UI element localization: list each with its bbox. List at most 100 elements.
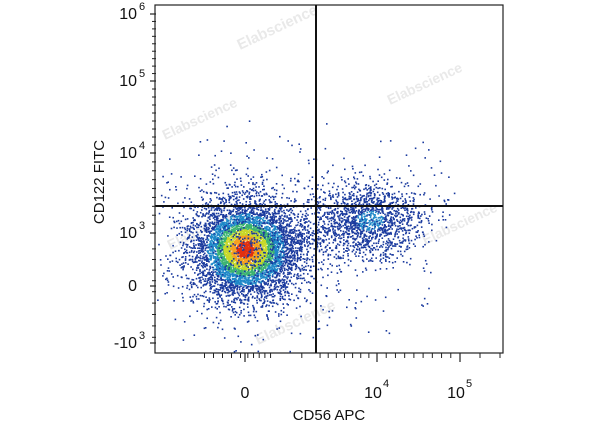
density-dot bbox=[224, 235, 227, 237]
density-dot bbox=[265, 297, 268, 299]
density-dot bbox=[268, 244, 271, 246]
density-dot bbox=[218, 278, 220, 281]
density-dot bbox=[222, 253, 225, 256]
density-dot bbox=[266, 295, 269, 297]
density-dot bbox=[199, 221, 202, 224]
density-dot bbox=[221, 265, 223, 268]
density-dot bbox=[240, 282, 243, 285]
density-dot bbox=[175, 220, 178, 223]
density-dot bbox=[205, 227, 208, 230]
density-dot bbox=[213, 239, 216, 242]
density-dot bbox=[271, 271, 273, 273]
density-dot bbox=[235, 197, 238, 200]
density-dot bbox=[281, 285, 284, 288]
density-dot bbox=[241, 190, 244, 192]
density-dot bbox=[264, 214, 266, 216]
density-dot bbox=[255, 265, 258, 268]
density-dot bbox=[258, 290, 261, 292]
density-dot bbox=[212, 274, 215, 277]
density-dot bbox=[253, 307, 255, 310]
density-dot bbox=[242, 280, 244, 283]
density-dot bbox=[284, 246, 286, 249]
density-dot bbox=[264, 239, 267, 242]
density-dot bbox=[215, 273, 218, 276]
density-dot bbox=[263, 220, 265, 222]
density-dot bbox=[209, 284, 211, 287]
density-dot bbox=[286, 264, 289, 267]
density-dot bbox=[279, 246, 281, 248]
density-dot bbox=[255, 253, 258, 255]
density-dot bbox=[247, 297, 250, 300]
density-dot bbox=[265, 295, 267, 297]
density-dot bbox=[221, 284, 224, 286]
density-dot bbox=[262, 267, 265, 269]
density-dot bbox=[250, 195, 252, 197]
density-dot bbox=[251, 228, 253, 230]
density-dot bbox=[284, 288, 287, 290]
density-dot bbox=[273, 210, 276, 212]
density-dot bbox=[307, 273, 309, 275]
density-dot bbox=[291, 254, 294, 257]
density-dot bbox=[272, 245, 275, 247]
density-dot bbox=[181, 226, 184, 229]
density-dot bbox=[289, 208, 292, 211]
density-dot bbox=[234, 267, 237, 269]
density-dot bbox=[290, 248, 293, 251]
density-dot bbox=[276, 256, 278, 258]
density-dot bbox=[227, 286, 229, 288]
density-dot bbox=[267, 222, 270, 225]
density-dot bbox=[259, 299, 261, 302]
density-dot bbox=[191, 278, 193, 281]
density-dot bbox=[251, 195, 253, 197]
density-dot bbox=[260, 221, 262, 223]
density-dot bbox=[236, 193, 238, 196]
density-dot bbox=[223, 246, 225, 248]
density-dot bbox=[234, 264, 237, 267]
density-dot bbox=[269, 274, 271, 277]
density-dot bbox=[199, 255, 202, 257]
density-dot bbox=[258, 235, 260, 238]
density-dot bbox=[266, 300, 269, 302]
density-dot bbox=[291, 232, 293, 234]
density-dot bbox=[198, 252, 200, 254]
density-dot bbox=[306, 242, 309, 244]
density-dot bbox=[216, 265, 218, 268]
density-dot bbox=[276, 232, 278, 235]
density-dot bbox=[173, 226, 175, 229]
density-dot bbox=[226, 242, 228, 245]
density-dot bbox=[246, 287, 249, 289]
density-dot bbox=[249, 207, 252, 209]
density-dot bbox=[222, 245, 224, 248]
density-dot bbox=[250, 225, 252, 228]
density-dot bbox=[251, 254, 253, 256]
density-dot bbox=[237, 215, 240, 218]
density-dot bbox=[232, 271, 235, 274]
density-dot bbox=[245, 236, 248, 239]
density-dot bbox=[267, 244, 270, 246]
density-dot bbox=[285, 282, 287, 284]
density-dot bbox=[186, 187, 188, 190]
density-dot bbox=[268, 254, 271, 257]
density-dot bbox=[216, 259, 218, 262]
density-dot bbox=[219, 295, 221, 297]
density-dot bbox=[260, 238, 263, 241]
density-dot bbox=[262, 286, 264, 289]
density-dot bbox=[279, 217, 282, 220]
density-dot bbox=[238, 214, 241, 217]
density-dot bbox=[268, 250, 270, 252]
density-dot bbox=[303, 238, 306, 240]
density-dot bbox=[229, 275, 231, 278]
density-dot bbox=[266, 232, 268, 235]
density-dot bbox=[263, 245, 266, 247]
density-dot bbox=[240, 257, 242, 259]
density-dot bbox=[201, 240, 203, 243]
density-dot bbox=[219, 255, 222, 257]
density-dot bbox=[206, 237, 209, 240]
density-dot bbox=[223, 229, 226, 232]
density-dot bbox=[296, 278, 298, 280]
density-dot bbox=[228, 256, 230, 258]
density-dot bbox=[248, 271, 250, 273]
density-dot bbox=[194, 259, 197, 261]
density-dot bbox=[255, 274, 257, 276]
density-dot bbox=[287, 291, 289, 294]
